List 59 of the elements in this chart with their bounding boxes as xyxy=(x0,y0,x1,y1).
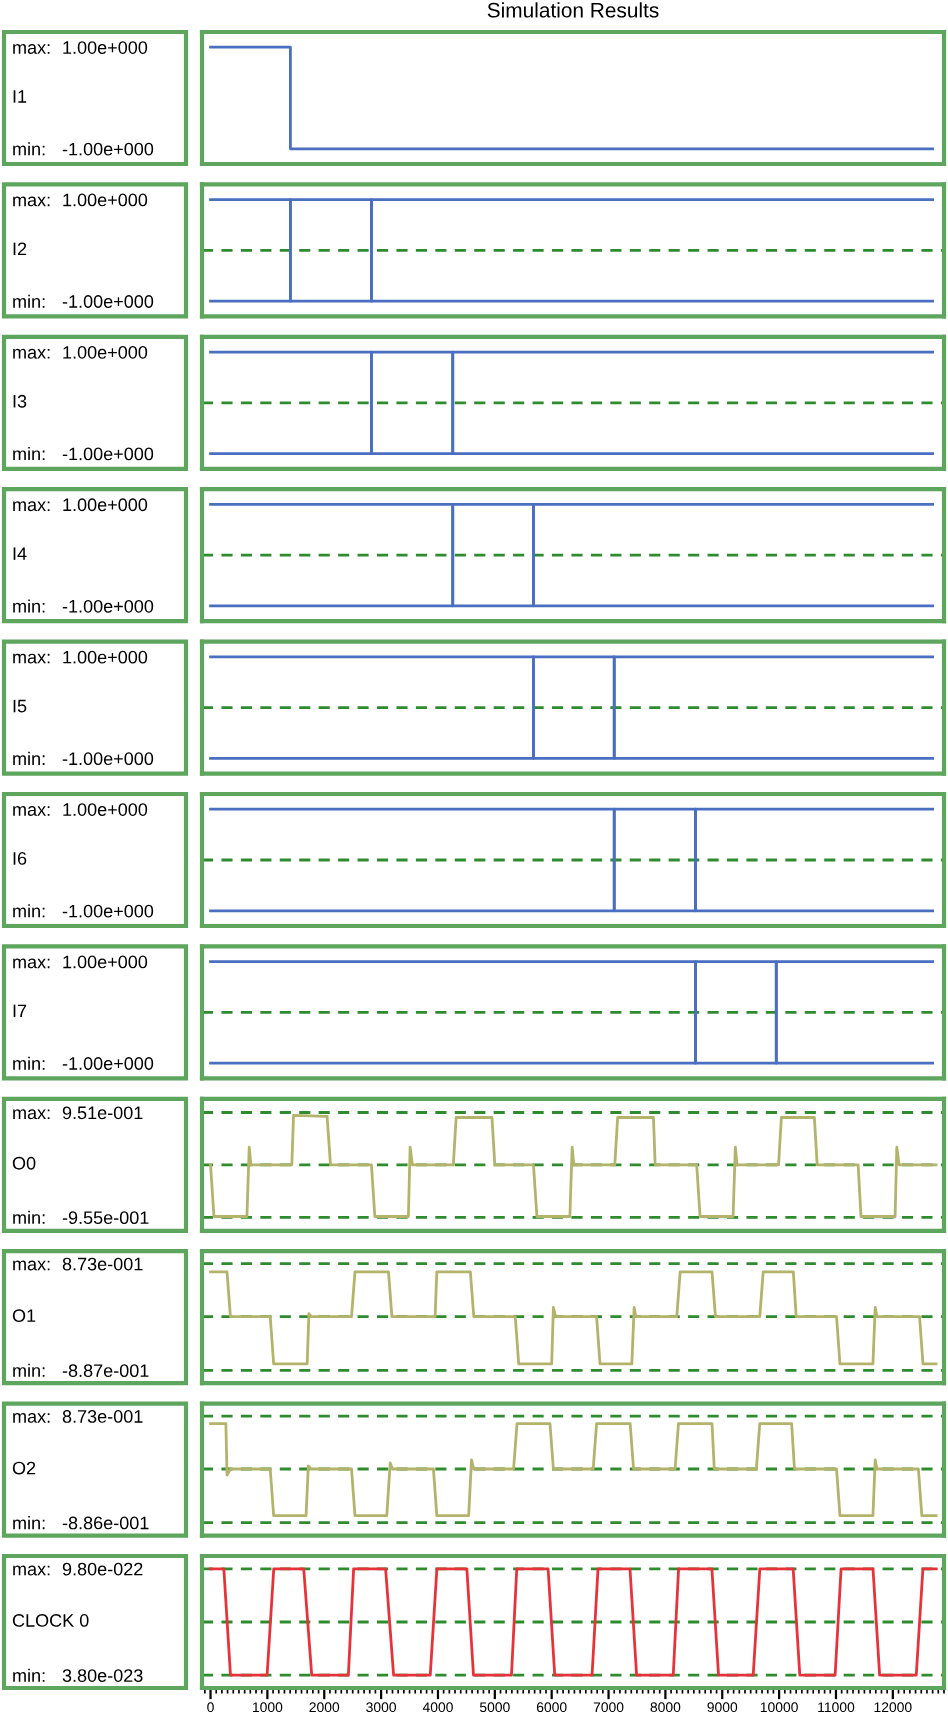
y-tick-label: 1.00e+000 xyxy=(63,650,148,664)
y-tick-label: 9.80e-022 xyxy=(62,1562,143,1576)
y-axis-title: I1 xyxy=(13,90,27,103)
y-axis-title: I2 xyxy=(13,242,27,256)
text: min: xyxy=(13,1516,45,1530)
y-tick-label: 1.00e+000 xyxy=(63,193,148,207)
y-tick-label: 1.00e+000 xyxy=(63,955,148,969)
y-tick-label: -1.00e+000 xyxy=(62,295,154,308)
text: max: xyxy=(13,653,50,664)
y-tick-label: -8.86e-001 xyxy=(62,1516,149,1530)
text: max: xyxy=(13,1412,50,1423)
y-tick-label: -1.00e+000 xyxy=(62,599,154,613)
y-tick-label: -1.00e+000 xyxy=(62,142,154,156)
y-tick-label: 1.00e+000 xyxy=(63,803,148,816)
text: min: xyxy=(13,751,45,765)
chart-title: Simulation Results xyxy=(487,2,659,18)
text: min: xyxy=(13,904,45,918)
text: max: xyxy=(13,958,50,969)
text: max: xyxy=(13,1260,50,1271)
text: max: xyxy=(13,501,50,512)
y-tick-label: -1.00e+000 xyxy=(62,1057,154,1070)
y-tick-label: 1.00e+000 xyxy=(63,41,148,54)
text: max: xyxy=(13,806,50,816)
text: min: xyxy=(13,142,45,156)
y-axis-title: O2 xyxy=(12,1461,36,1475)
text: max: xyxy=(13,348,50,359)
y-axis-title: I6 xyxy=(13,852,27,865)
y-tick-label: -1.00e+000 xyxy=(62,752,154,766)
text: min: xyxy=(13,1056,45,1070)
y-tick-label: 1.00e+000 xyxy=(63,345,148,359)
y-axis-title: O1 xyxy=(12,1309,36,1323)
text: min: xyxy=(13,447,45,461)
text: max: xyxy=(13,1565,50,1576)
text: min: xyxy=(13,599,45,613)
y-tick-label: -1.00e+000 xyxy=(62,904,154,918)
text: min: xyxy=(13,1363,45,1377)
y-tick-label: -1.00e+000 xyxy=(62,447,154,461)
y-tick-label: -9.55e-001 xyxy=(62,1211,149,1225)
line-series xyxy=(209,1422,938,1518)
text: max: xyxy=(13,44,50,54)
text: min: xyxy=(13,1668,45,1682)
text: max: xyxy=(13,196,50,207)
y-axis-title: CLOCK 0 xyxy=(12,1614,89,1627)
y-axis-title: I4 xyxy=(13,547,27,560)
text: max: xyxy=(13,1109,50,1120)
text: min: xyxy=(13,294,45,308)
y-tick-label: 3.80e-023 xyxy=(62,1669,143,1682)
line-series xyxy=(209,1113,938,1218)
y-tick-label: -8.87e-001 xyxy=(62,1364,149,1378)
line-series xyxy=(209,1270,938,1366)
y-tick-label: 1.00e+000 xyxy=(63,498,148,512)
y-axis-title: O0 xyxy=(12,1156,36,1170)
y-tick-label: 9.51e-001 xyxy=(62,1106,143,1120)
text: min: xyxy=(13,1210,45,1224)
y-axis-title: I7 xyxy=(13,1004,27,1018)
y-tick-label: 8.73e-001 xyxy=(62,1257,143,1271)
y-axis-title: I5 xyxy=(13,699,27,713)
y-axis-title: I3 xyxy=(13,394,27,408)
y-tick-label: 8.73e-001 xyxy=(62,1410,143,1423)
